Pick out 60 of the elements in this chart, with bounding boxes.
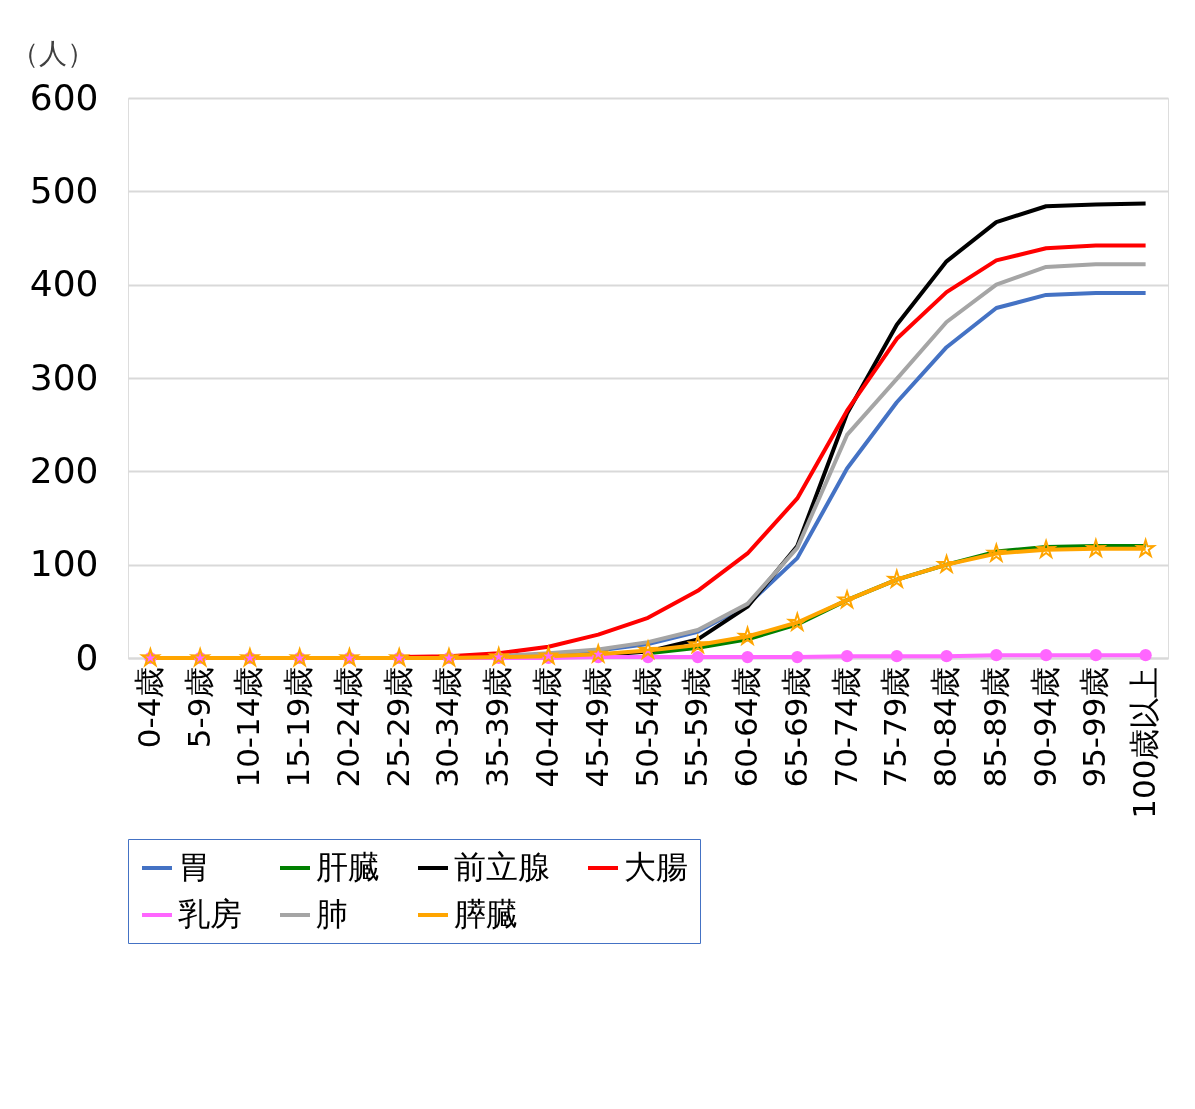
x-tick-label: 30-34歳 xyxy=(429,666,466,788)
point xyxy=(786,610,807,633)
x-tick-label: 40-44歳 xyxy=(528,666,565,788)
legend-label: 肝臓 xyxy=(316,848,380,886)
x-tick-label: 80-84歳 xyxy=(927,666,964,788)
legend-label: 前立腺 xyxy=(454,848,550,886)
point xyxy=(736,624,757,647)
point xyxy=(890,650,903,663)
y-tick-label: 200 xyxy=(29,449,99,491)
point xyxy=(388,646,411,668)
point xyxy=(990,649,1003,662)
point xyxy=(741,650,754,664)
y-tick-label: 600 xyxy=(29,76,99,118)
point xyxy=(791,650,804,664)
y-tick-label: 0 xyxy=(75,636,99,678)
x-tick-label: 85-89歳 xyxy=(976,666,1013,788)
x-tick-label: 15-19歳 xyxy=(280,666,317,788)
x-tick-label: 55-59歳 xyxy=(678,666,715,788)
x-tick-label: 35-39歳 xyxy=(479,666,516,788)
point xyxy=(437,646,460,668)
point xyxy=(940,650,953,663)
x-tick-label: 45-49歳 xyxy=(578,666,615,788)
x-tick-label: 65-69歳 xyxy=(777,666,814,788)
point xyxy=(1035,538,1058,560)
point xyxy=(189,646,212,668)
point xyxy=(1089,649,1102,662)
point xyxy=(1084,537,1107,559)
point xyxy=(835,588,857,610)
x-tick-label: 5-9歳 xyxy=(180,666,217,749)
x-tick-label: 75-79歳 xyxy=(877,666,914,788)
legend-label: 膵臓 xyxy=(454,895,518,933)
y-tick-label: 400 xyxy=(29,263,99,305)
point xyxy=(885,567,907,590)
legend-label: 乳房 xyxy=(178,895,242,933)
point xyxy=(636,638,660,661)
x-tick-label: 90-94歳 xyxy=(1026,666,1063,788)
point xyxy=(1139,649,1152,662)
x-tick-label: 70-74歳 xyxy=(827,666,864,788)
y-axis-title: （人） xyxy=(10,36,95,70)
x-tick-label: 100歳以上 xyxy=(1126,666,1163,819)
x-tick-label: 25-29歳 xyxy=(379,666,416,788)
x-tick-label: 50-54歳 xyxy=(628,666,665,788)
x-tick-label: 60-64歳 xyxy=(728,666,765,788)
point xyxy=(840,650,854,663)
point xyxy=(686,633,709,655)
legend-label: 肺 xyxy=(316,895,348,933)
point xyxy=(238,646,261,668)
point xyxy=(587,642,610,664)
legend-label: 大腸 xyxy=(624,848,688,886)
legend-label: 胃 xyxy=(178,848,210,886)
x-tick-label: 95-99歳 xyxy=(1076,666,1113,788)
x-tick-label: 10-14歳 xyxy=(230,666,267,788)
y-tick-label: 500 xyxy=(29,169,99,211)
y-tick-label: 100 xyxy=(29,543,99,585)
x-tick-label: 0-4歳 xyxy=(130,666,167,749)
point xyxy=(1039,649,1053,662)
y-tick-label: 300 xyxy=(29,356,99,398)
point xyxy=(691,650,704,664)
point xyxy=(985,541,1008,564)
x-tick-label: 20-24歳 xyxy=(329,666,366,788)
